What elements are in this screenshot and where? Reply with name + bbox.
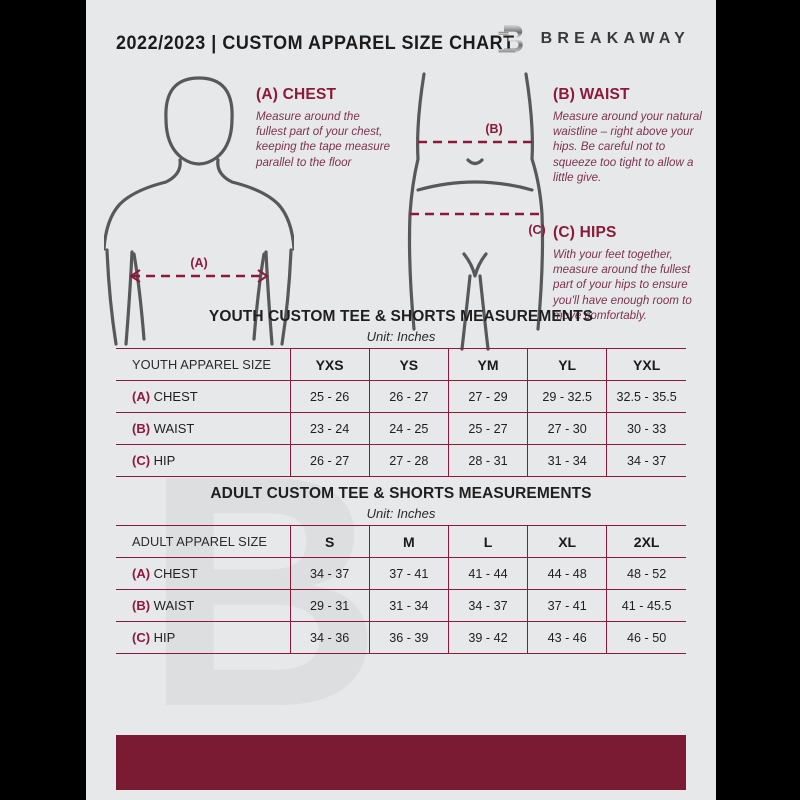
table-cell: 37 - 41 bbox=[527, 589, 608, 622]
table-cell: 26 - 27 bbox=[369, 380, 449, 413]
row-marker: (A) bbox=[132, 389, 151, 404]
youth-header-row: YOUTH APPAREL SIZE YXS YS YM YL YXL bbox=[116, 348, 686, 381]
table-cell: 29 - 32.5 bbox=[527, 380, 608, 413]
waist-marker-label: (B) bbox=[485, 122, 502, 136]
table-cell: 31 - 34 bbox=[369, 589, 449, 622]
youth-header-label: YOUTH APPAREL SIZE bbox=[116, 348, 291, 381]
adult-header-size-s: S bbox=[290, 525, 370, 558]
youth-section-title: YOUTH CUSTOM TEE & SHORTS MEASUREMENTS bbox=[208, 308, 594, 325]
youth-header-size-yxl: YXL bbox=[606, 348, 686, 381]
row-marker: (B) bbox=[132, 421, 151, 436]
table-row: (B) WAIST 23 - 24 24 - 25 25 - 27 27 - 30 30 … bbox=[116, 412, 686, 445]
table-cell: 25 - 26 bbox=[290, 380, 370, 413]
chest-caption: (A) CHEST bbox=[256, 86, 337, 103]
youth-row-label-hip: (C) HIP bbox=[116, 444, 291, 477]
table-cell: 29 - 31 bbox=[290, 589, 370, 622]
table-cell: 26 - 27 bbox=[290, 444, 370, 477]
table-cell: 34 - 37 bbox=[290, 557, 370, 590]
table-cell: 39 - 42 bbox=[448, 621, 529, 654]
adult-table-body: ADULT APPAREL SIZE S M L XL 2XL (A) CHEST 34 - … bbox=[116, 525, 686, 654]
table-cell: 34 - 37 bbox=[606, 444, 686, 477]
chest-description: Measure around the fullest part of your … bbox=[256, 110, 391, 169]
table-cell: 27 - 28 bbox=[369, 444, 449, 477]
adult-row-label-hip: (C) HIP bbox=[116, 621, 291, 654]
size-chart-page: B 2022/2023 | CUSTOM APPAREL SIZE CHART … bbox=[86, 0, 716, 800]
breakaway-b-logo-icon bbox=[498, 24, 523, 53]
table-cell: 34 - 37 bbox=[448, 589, 529, 622]
row-marker: (A) bbox=[132, 566, 151, 581]
brand-name: BREAKAWAY bbox=[540, 30, 690, 47]
table-cell: 46 - 50 bbox=[606, 621, 686, 654]
youth-header-size-ym: YM bbox=[448, 348, 529, 381]
illustration-area: (A) (B) (C) bbox=[86, 64, 716, 364]
table-cell: 31 - 34 bbox=[527, 444, 608, 477]
table-row: (C) HIP 34 - 36 36 - 39 39 - 42 43 - 46 46 - … bbox=[116, 621, 686, 654]
waist-caption: (B) WAIST bbox=[553, 86, 630, 103]
hips-caption: (C) HIPS bbox=[553, 224, 617, 241]
youth-header-size-ys: YS bbox=[369, 348, 449, 381]
adult-header-size-2xl: 2XL bbox=[606, 525, 686, 558]
table-cell: 37 - 41 bbox=[369, 557, 449, 590]
table-cell: 32.5 - 35.5 bbox=[606, 380, 686, 413]
table-cell: 25 - 27 bbox=[448, 412, 529, 445]
brand-block: BREAKAWAY bbox=[497, 22, 690, 56]
table-cell: 48 - 52 bbox=[606, 557, 686, 590]
youth-row-label-waist: (B) WAIST bbox=[116, 412, 291, 445]
youth-table-body: YOUTH APPAREL SIZE YXS YS YM YL YXL (A) CHEST 2… bbox=[116, 348, 686, 477]
table-cell: 23 - 24 bbox=[290, 412, 370, 445]
table-cell: 41 - 45.5 bbox=[606, 589, 686, 622]
page-title: 2022/2023 | CUSTOM APPAREL SIZE CHART bbox=[116, 31, 515, 54]
page-header: 2022/2023 | CUSTOM APPAREL SIZE CHART bbox=[86, 26, 716, 60]
youth-size-table: YOUTH APPAREL SIZE YXS YS YM YL YXL (A) CHEST 2… bbox=[116, 348, 686, 477]
youth-table-wrapper: YOUTH APPAREL SIZE YXS YS YM YL YXL (A) CHEST 2… bbox=[116, 348, 686, 477]
adult-header-size-l: L bbox=[448, 525, 529, 558]
table-row: (B) WAIST 29 - 31 31 - 34 34 - 37 37 - 41 41 … bbox=[116, 589, 686, 622]
table-cell: 41 - 44 bbox=[448, 557, 529, 590]
adult-section-heading: ADULT CUSTOM TEE & SHORTS MEASUREMENTS U… bbox=[86, 485, 716, 521]
table-cell: 36 - 39 bbox=[369, 621, 449, 654]
youth-header-size-yxs: YXS bbox=[290, 348, 370, 381]
footer-band bbox=[116, 735, 686, 790]
adult-header-size-xl: XL bbox=[527, 525, 608, 558]
adult-row-label-waist: (B) WAIST bbox=[116, 589, 291, 622]
chest-marker-label: (A) bbox=[190, 256, 207, 270]
table-cell: 24 - 25 bbox=[369, 412, 449, 445]
row-marker: (B) bbox=[132, 598, 151, 613]
adult-header-label: ADULT APPAREL SIZE bbox=[116, 525, 291, 558]
youth-row-label-chest: (A) CHEST bbox=[116, 380, 291, 413]
hips-description: With your feet together, measure around … bbox=[553, 248, 692, 322]
table-cell: 43 - 46 bbox=[527, 621, 608, 654]
adult-header-row: ADULT APPAREL SIZE S M L XL 2XL bbox=[116, 525, 686, 558]
adult-row-label-chest: (A) CHEST bbox=[116, 557, 291, 590]
table-cell: 27 - 30 bbox=[527, 412, 608, 445]
hip-marker-label: (C) bbox=[528, 223, 545, 237]
table-row: (A) CHEST 34 - 37 37 - 41 41 - 44 44 - 48 48 … bbox=[116, 557, 686, 590]
adult-unit-label: Unit: Inches bbox=[366, 506, 436, 521]
table-row: (C) HIP 26 - 27 27 - 28 28 - 31 31 - 34 34 - … bbox=[116, 444, 686, 477]
table-cell: 44 - 48 bbox=[527, 557, 608, 590]
waist-description: Measure around your natural waistline – … bbox=[553, 110, 702, 184]
youth-header-size-yl: YL bbox=[527, 348, 608, 381]
row-marker: (C) bbox=[132, 630, 151, 645]
table-cell: 30 - 33 bbox=[606, 412, 686, 445]
youth-section-heading: YOUTH CUSTOM TEE & SHORTS MEASUREMENTS U… bbox=[86, 308, 716, 344]
youth-unit-label: Unit: Inches bbox=[366, 329, 436, 344]
hips-figure: (B) (C) bbox=[407, 72, 546, 351]
adult-section-title: ADULT CUSTOM TEE & SHORTS MEASUREMENTS bbox=[210, 485, 592, 502]
table-cell: 28 - 31 bbox=[448, 444, 529, 477]
table-row: (A) CHEST 25 - 26 26 - 27 27 - 29 29 - 32.5 3… bbox=[116, 380, 686, 413]
torso-figure: (A) bbox=[104, 76, 294, 346]
adult-header-size-m: M bbox=[369, 525, 449, 558]
table-cell: 27 - 29 bbox=[448, 380, 529, 413]
adult-size-table: ADULT APPAREL SIZE S M L XL 2XL (A) CHEST 34 - … bbox=[116, 525, 686, 654]
row-marker: (C) bbox=[132, 453, 151, 468]
adult-table-wrapper: ADULT APPAREL SIZE S M L XL 2XL (A) CHEST 34 - … bbox=[116, 525, 686, 654]
table-cell: 34 - 36 bbox=[290, 621, 370, 654]
